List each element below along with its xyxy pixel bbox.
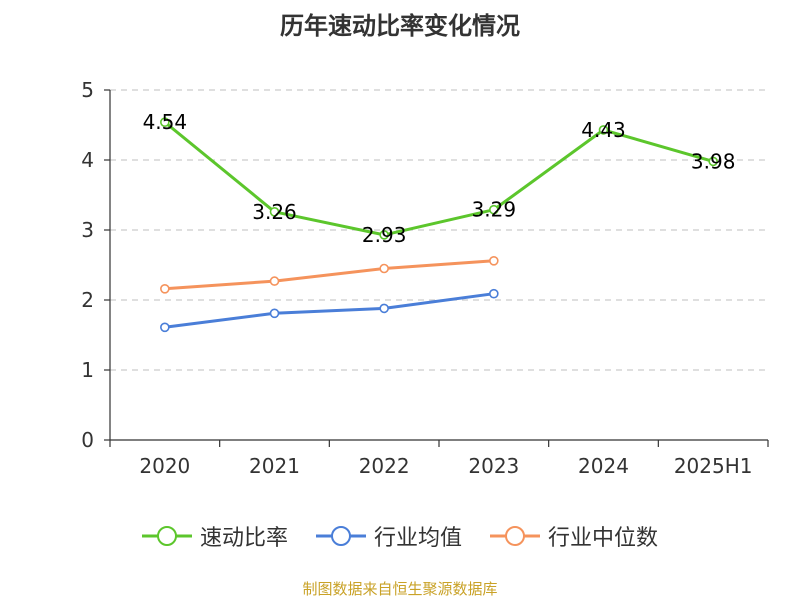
legend-marker-icon xyxy=(315,526,366,546)
data-point xyxy=(379,263,389,274)
x-tick-label: 2024 xyxy=(578,454,629,478)
y-tick-label: 3 xyxy=(81,218,94,242)
x-tick-label: 2022 xyxy=(359,454,410,478)
legend: 速动比率 行业均值 行业中位数 xyxy=(0,518,800,554)
legend-item[interactable]: 行业均值 xyxy=(315,520,462,552)
legend-marker-icon xyxy=(141,526,192,546)
data-point xyxy=(489,204,499,215)
axes: 0 1 2 3 4 5 2020 2021 2022 2023 2024 2025H1 xyxy=(81,78,769,478)
y-tick-label: 2 xyxy=(81,288,94,312)
data-point xyxy=(708,156,718,167)
legend-label: 行业均值 xyxy=(373,526,462,551)
x-tick-label: 2021 xyxy=(249,454,300,478)
series-lines xyxy=(160,117,718,333)
legend-item[interactable]: 速动比率 xyxy=(141,520,288,552)
series-line-0 xyxy=(163,121,714,237)
data-point xyxy=(160,117,170,127)
legend-label: 速动比率 xyxy=(199,526,288,551)
y-tick-label: 4 xyxy=(81,148,94,172)
data-point xyxy=(598,125,609,135)
data-label: 2.93 xyxy=(362,223,407,247)
y-tick-label: 5 xyxy=(81,78,94,102)
data-point xyxy=(489,288,499,299)
data-label: 3.29 xyxy=(472,198,517,222)
x-tick-label: 2025H1 xyxy=(674,454,753,478)
data-labels: 4.54 3.26 2.93 3.29 4.43 3.98 xyxy=(143,110,736,247)
y-tick-label: 0 xyxy=(81,428,94,452)
data-point xyxy=(269,308,280,319)
series-line-1 xyxy=(164,292,495,329)
legend-label: 行业中位数 xyxy=(548,526,659,551)
data-label: 3.26 xyxy=(252,200,297,224)
data-point xyxy=(160,322,170,333)
source-note: 制图数据来自恒生聚源数据库 xyxy=(302,580,498,598)
legend-marker-icon xyxy=(490,526,540,546)
gridlines xyxy=(110,89,768,371)
data-point xyxy=(269,207,280,217)
x-tick-label: 2020 xyxy=(139,454,190,478)
data-point xyxy=(379,230,389,240)
y-tick-label: 1 xyxy=(81,358,94,382)
chart-title: 历年速动比率变化情况 xyxy=(280,12,520,40)
legend-item[interactable]: 行业中位数 xyxy=(490,520,658,552)
series-line-2 xyxy=(164,259,494,291)
x-tick-label: 2023 xyxy=(468,454,519,478)
data-point xyxy=(379,303,389,314)
data-point xyxy=(269,276,280,286)
data-point xyxy=(489,255,499,266)
data-label: 3.98 xyxy=(691,149,736,173)
data-label: 4.54 xyxy=(143,110,188,134)
data-label: 4.43 xyxy=(581,118,626,142)
data-point xyxy=(160,283,170,294)
